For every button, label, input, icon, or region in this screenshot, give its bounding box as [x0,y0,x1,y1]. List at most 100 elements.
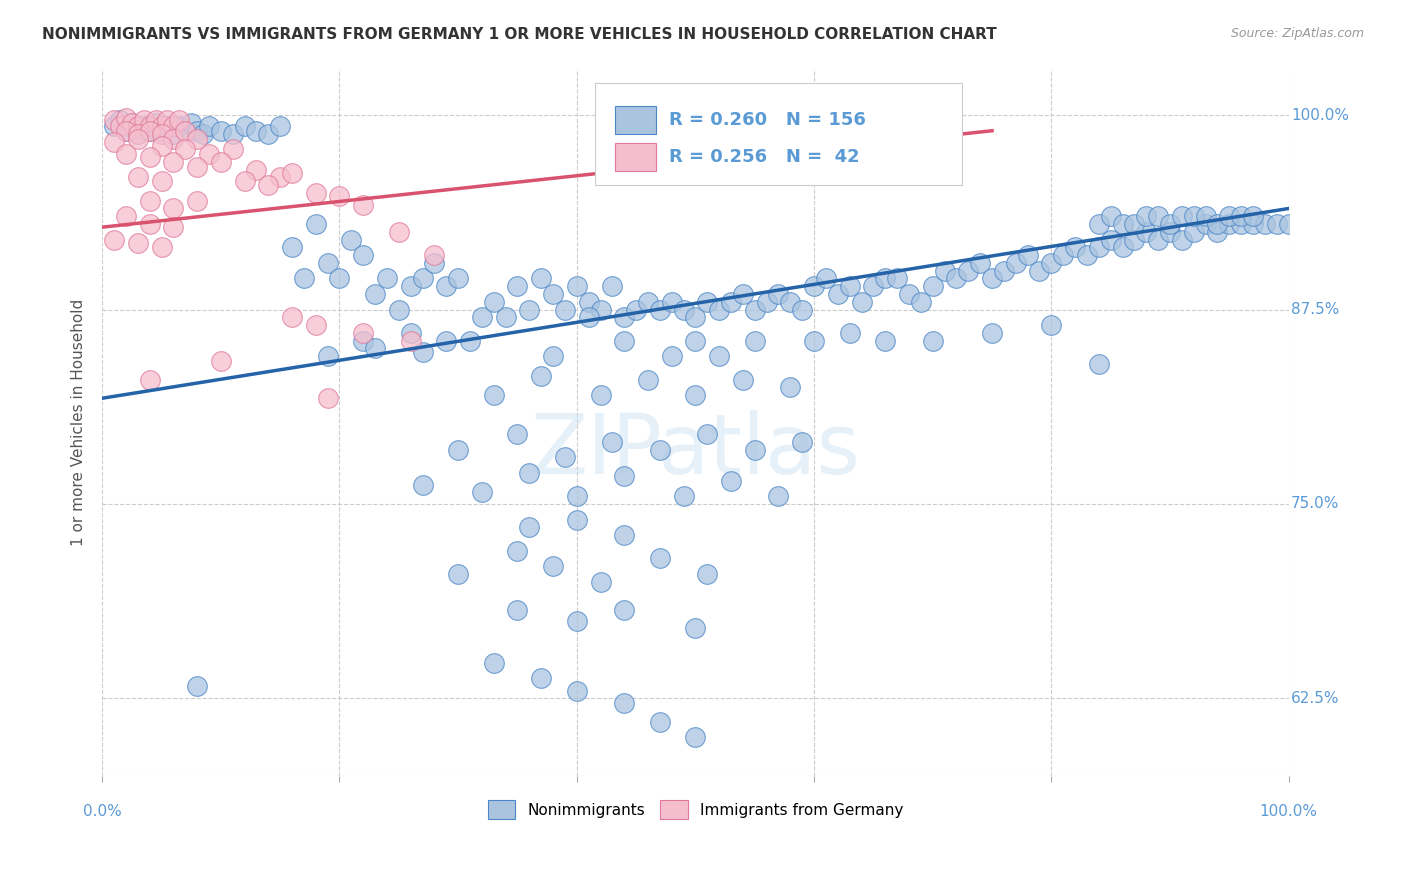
Point [132,112,155,127]
Point [245,124,267,138]
Point [150,124,173,138]
Point [744,442,766,457]
Point [578,294,600,309]
Point [209,154,232,169]
Point [1123,233,1146,247]
Point [162,220,184,235]
Point [1099,233,1122,247]
Point [803,279,825,293]
Point [434,334,457,348]
Point [127,170,149,185]
Point [482,388,505,402]
Point [186,131,208,145]
Point [269,170,291,185]
Point [661,349,683,363]
Point [921,334,943,348]
Point [1278,217,1301,231]
Point [517,466,540,480]
Point [162,119,184,133]
Point [1241,209,1264,223]
Point [696,566,718,581]
Point [281,310,304,325]
Point [316,256,339,270]
Text: NONIMMIGRANTS VS IMMIGRANTS FROM GERMANY 1 OR MORE VEHICLES IN HOUSEHOLD CORRELA: NONIMMIGRANTS VS IMMIGRANTS FROM GERMANY… [42,27,997,42]
Point [720,474,742,488]
Bar [614,143,657,171]
Point [328,189,350,203]
Point [108,112,131,127]
Legend: Nonimmigrants, Immigrants from Germany: Nonimmigrants, Immigrants from Germany [481,794,910,825]
Point [1182,225,1205,239]
Point [233,173,256,187]
Point [720,294,742,309]
Point [115,124,138,138]
Point [613,528,636,542]
Point [162,131,184,145]
Point [506,279,529,293]
Point [340,233,363,247]
Point [412,271,434,285]
Point [602,434,624,449]
Point [637,294,659,309]
Point [257,178,280,193]
Point [388,302,411,317]
Bar [614,106,657,135]
Point [517,520,540,534]
Text: R = 0.256   N =  42: R = 0.256 N = 42 [669,148,860,166]
Point [1206,225,1229,239]
Point [364,342,387,356]
Point [399,334,422,348]
Point [1194,209,1216,223]
Point [150,173,173,187]
Point [541,559,564,574]
Point [1182,209,1205,223]
Point [957,263,980,277]
Point [352,198,374,212]
Point [851,294,873,309]
Point [862,279,884,293]
Point [886,271,908,285]
Point [257,127,280,141]
Text: Source: ZipAtlas.com: Source: ZipAtlas.com [1230,27,1364,40]
Point [1088,357,1111,371]
Point [1147,209,1170,223]
Point [1017,248,1039,262]
Point [305,186,328,200]
Point [696,427,718,442]
Point [412,344,434,359]
Point [388,225,411,239]
Point [169,119,191,133]
Point [305,217,328,231]
Point [541,349,564,363]
Point [328,271,350,285]
Point [672,302,695,317]
Point [827,287,849,301]
Point [1135,209,1157,223]
Point [132,119,155,133]
Point [447,442,470,457]
Point [565,614,588,628]
Point [127,127,149,141]
Point [517,302,540,317]
Point [685,731,707,745]
Point [121,116,143,130]
Point [506,543,529,558]
Point [103,112,125,127]
Point [471,484,494,499]
Point [672,489,695,503]
Point [375,271,398,285]
Point [1052,248,1074,262]
Point [969,256,991,270]
Point [624,302,647,317]
Point [744,334,766,348]
Point [162,202,184,216]
Point [115,124,138,138]
Point [174,124,197,138]
Point [613,603,636,617]
Point [186,194,208,208]
Point [103,119,125,133]
Point [565,489,588,503]
Point [115,209,138,223]
Point [898,287,921,301]
Text: 0.0%: 0.0% [83,805,121,819]
